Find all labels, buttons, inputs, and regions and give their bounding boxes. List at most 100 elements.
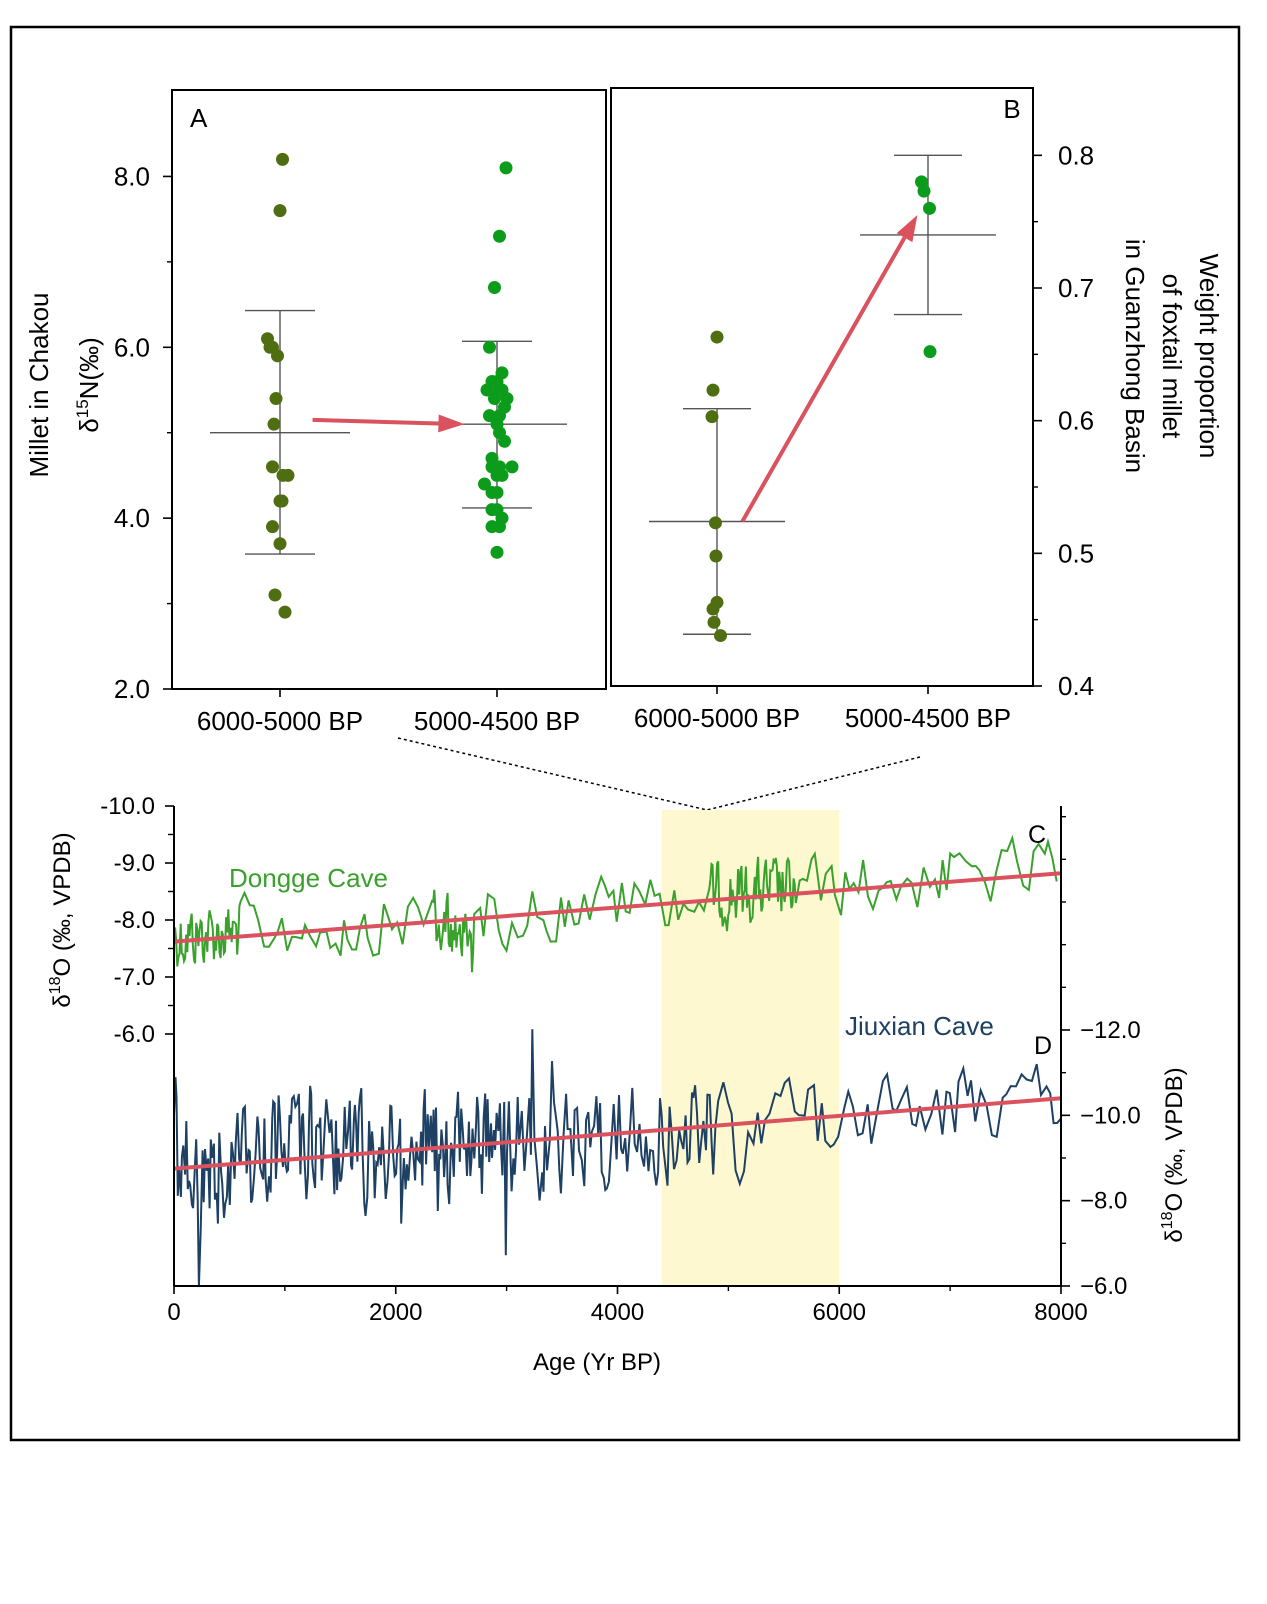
x-axis-label: Age (Yr BP)	[533, 1349, 661, 1376]
data-point	[705, 410, 719, 424]
y-tick-label: -10.0	[100, 793, 155, 820]
x-tick-label: 6000-5000 BP	[197, 706, 363, 736]
data-point	[488, 280, 501, 294]
trend-arrow-head	[438, 414, 465, 433]
data-point	[273, 204, 287, 218]
data-point	[923, 345, 937, 359]
y-tick-label: 0.7	[1058, 273, 1094, 303]
dongge-trend-line	[173, 871, 1062, 944]
data-point	[278, 605, 292, 619]
panel-b-x-axis: 6000-5000 BP 5000-4500 BP	[634, 686, 1011, 733]
data-point	[709, 516, 722, 530]
panel-c-ylabel: δ18O (‰, VPDB)	[47, 832, 76, 1007]
trend-arrow-head	[896, 215, 918, 243]
panel-a-ylabel-sup: 15	[73, 399, 92, 418]
panel-c-ylabel-post: O (‰, VPDB)	[49, 832, 76, 976]
data-point	[710, 330, 724, 344]
panel-b-ylabel-line3: in Guanzhong Basin	[1120, 239, 1150, 473]
panel-a-ylabel-delta: δ	[74, 418, 104, 432]
data-point	[707, 615, 721, 629]
panel-c-y-axis: -10.0 -9.0 -8.0 -7.0 -6.0	[100, 793, 174, 1048]
panel-a-ylabel-post: N(‰)	[74, 337, 104, 399]
panel-d-label: D	[1034, 1032, 1052, 1060]
panel-d-ylabel: δ18O (‰, VPDB)	[1159, 1067, 1188, 1242]
data-point	[493, 229, 506, 243]
panel-a-ylabel-line2: δ15N(‰)	[73, 337, 104, 433]
data-point	[267, 417, 281, 431]
data-point	[923, 201, 936, 215]
data-point	[709, 549, 723, 563]
panel-a-label: A	[190, 103, 208, 133]
x-tick-label: 5000-4500 BP	[845, 703, 1011, 733]
data-point	[495, 468, 509, 482]
age-x-axis: 0 2000 4000 6000 8000	[167, 1286, 1088, 1326]
data-point	[281, 468, 295, 482]
data-point	[266, 460, 279, 474]
x-tick-label: 5000-4500 BP	[414, 706, 580, 736]
data-point	[498, 434, 511, 448]
y-tick-label: −8.0	[1080, 1188, 1127, 1215]
data-point	[275, 494, 289, 508]
y-tick-label: 4.0	[114, 503, 150, 533]
data-point	[269, 392, 283, 406]
panel-d-ylabel-sup: 18	[1159, 1211, 1176, 1229]
panel-b-ylabel-line1: Weight proportion	[1194, 254, 1224, 459]
panel-cd-series	[173, 834, 1062, 1287]
x-tick-label: 2000	[369, 1299, 422, 1326]
x-tick-label: 6000-5000 BP	[634, 703, 800, 733]
connector-left	[397, 737, 708, 811]
data-point	[483, 409, 496, 423]
panel-d-y-axis: −12.0 −10.0 −8.0 −6.0	[1061, 815, 1141, 1300]
trend-arrow-shaft	[312, 417, 439, 426]
data-point	[505, 460, 519, 474]
y-tick-label: −6.0	[1080, 1273, 1127, 1300]
data-point	[268, 588, 282, 602]
panel-b-ylabel-line2: of foxtail millet	[1157, 274, 1187, 439]
data-point	[490, 545, 504, 559]
dongge-cave-label: Dongge Cave	[229, 863, 388, 893]
panel-a: A 2.04.06.08.0 6000-5000 BP 5000-4500 BP …	[24, 89, 607, 736]
y-tick-label: -8.0	[114, 907, 155, 934]
jiuxian-trend-line	[173, 1096, 1062, 1171]
data-point	[714, 629, 727, 643]
y-tick-label: 0.8	[1058, 140, 1094, 170]
data-point	[276, 152, 289, 166]
y-tick-label: -6.0	[114, 1021, 155, 1048]
panel-a-ylabel-line1: Millet in Chakou	[24, 293, 54, 478]
data-point	[488, 392, 501, 406]
highlight-band	[661, 810, 840, 1286]
y-tick-label: -7.0	[114, 964, 155, 991]
data-point	[266, 520, 279, 534]
y-tick-label: 6.0	[114, 332, 150, 362]
data-point	[499, 161, 513, 175]
data-point	[706, 383, 720, 397]
data-point	[917, 184, 931, 198]
panel-c-label: C	[1028, 821, 1046, 849]
trend-arrow-shaft	[740, 236, 907, 523]
panel-a-plot	[210, 152, 567, 619]
figure-frame	[9, 25, 1241, 1442]
data-point	[271, 349, 284, 363]
y-tick-label: 0.4	[1058, 671, 1094, 701]
y-tick-label: −12.0	[1080, 1017, 1141, 1044]
data-point	[483, 340, 496, 354]
x-tick-label: 8000	[1034, 1299, 1087, 1326]
data-point	[706, 602, 720, 616]
panel-c-ylabel-sup: 18	[47, 976, 64, 994]
panel-b-label: B	[1003, 94, 1020, 124]
x-tick-label: 6000	[813, 1299, 866, 1326]
panel-c-ylabel-delta: δ	[49, 994, 76, 1007]
jiuxian-cave-line	[173, 1029, 1062, 1287]
panel-cd: -10.0 -9.0 -8.0 -7.0 -6.0 −12.0 −10.0 −8.0 −6.0…	[47, 793, 1188, 1376]
dongge-cave-line	[173, 834, 1058, 973]
x-tick-label: 4000	[591, 1299, 644, 1326]
connector-right	[706, 756, 921, 811]
panel-b: B 0.4 0.5 0.6 0.7 0.8 6000-5000 BP 5000-4500 …	[610, 87, 1224, 733]
y-tick-label: -9.0	[114, 850, 155, 877]
jiuxian-cave-label: Jiuxian Cave	[845, 1011, 994, 1041]
data-point	[480, 383, 494, 397]
panel-b-y-axis: 0.4 0.5 0.6 0.7 0.8	[1033, 140, 1094, 701]
data-point	[273, 537, 287, 551]
panel-a-x-axis: 6000-5000 BP 5000-4500 BP	[197, 689, 580, 736]
data-point	[490, 486, 504, 500]
